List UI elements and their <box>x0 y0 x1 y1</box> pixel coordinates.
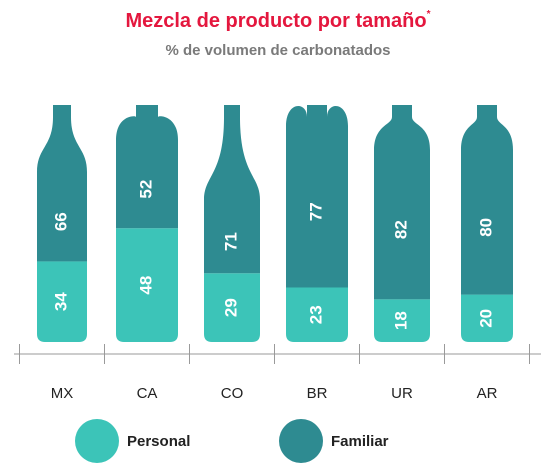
data-label: 18 <box>391 311 410 330</box>
data-label: 80 <box>476 218 495 237</box>
x-tick-label: BR <box>307 385 328 402</box>
bar-segment <box>374 105 430 300</box>
legend-swatch <box>279 419 323 463</box>
x-tick-label: MX <box>51 385 74 402</box>
data-label: 48 <box>136 276 155 295</box>
bottle <box>116 105 178 342</box>
bar-segment <box>286 105 348 288</box>
chart-subtitle: % de volumen de carbonatados <box>165 42 390 59</box>
data-label: 82 <box>391 220 410 239</box>
bar-segment <box>37 105 87 262</box>
x-tick-label: CA <box>137 385 158 402</box>
bar-segment <box>116 228 178 342</box>
bar-segment <box>461 294 513 342</box>
bar-segment <box>37 261 87 342</box>
legend-swatch <box>75 419 119 463</box>
x-tick-label: CO <box>221 385 244 402</box>
data-label: 34 <box>51 292 70 311</box>
bar-segment <box>374 299 430 342</box>
x-tick-label: AR <box>477 385 498 402</box>
data-label: 52 <box>136 180 155 199</box>
bar-segment <box>116 105 178 229</box>
data-label: 77 <box>306 202 325 221</box>
title-text: Mezcla de producto por tamaño <box>125 10 426 32</box>
data-label: 20 <box>476 309 495 328</box>
data-label: 66 <box>51 212 70 231</box>
bottle <box>286 105 348 342</box>
x-tick-label: UR <box>391 385 413 402</box>
legend-label: Personal <box>127 433 190 450</box>
bottle <box>374 105 430 342</box>
legend-label: Familiar <box>331 433 389 450</box>
title-note: * <box>427 9 431 20</box>
data-label: 29 <box>221 298 240 317</box>
data-label: 71 <box>221 232 240 251</box>
bar-segment <box>461 105 513 295</box>
bar-segment <box>204 273 260 342</box>
data-label: 23 <box>306 305 325 324</box>
bottle <box>461 105 513 342</box>
chart-title: Mezcla de producto por tamaño* <box>125 9 430 33</box>
bar-segment <box>286 287 348 342</box>
